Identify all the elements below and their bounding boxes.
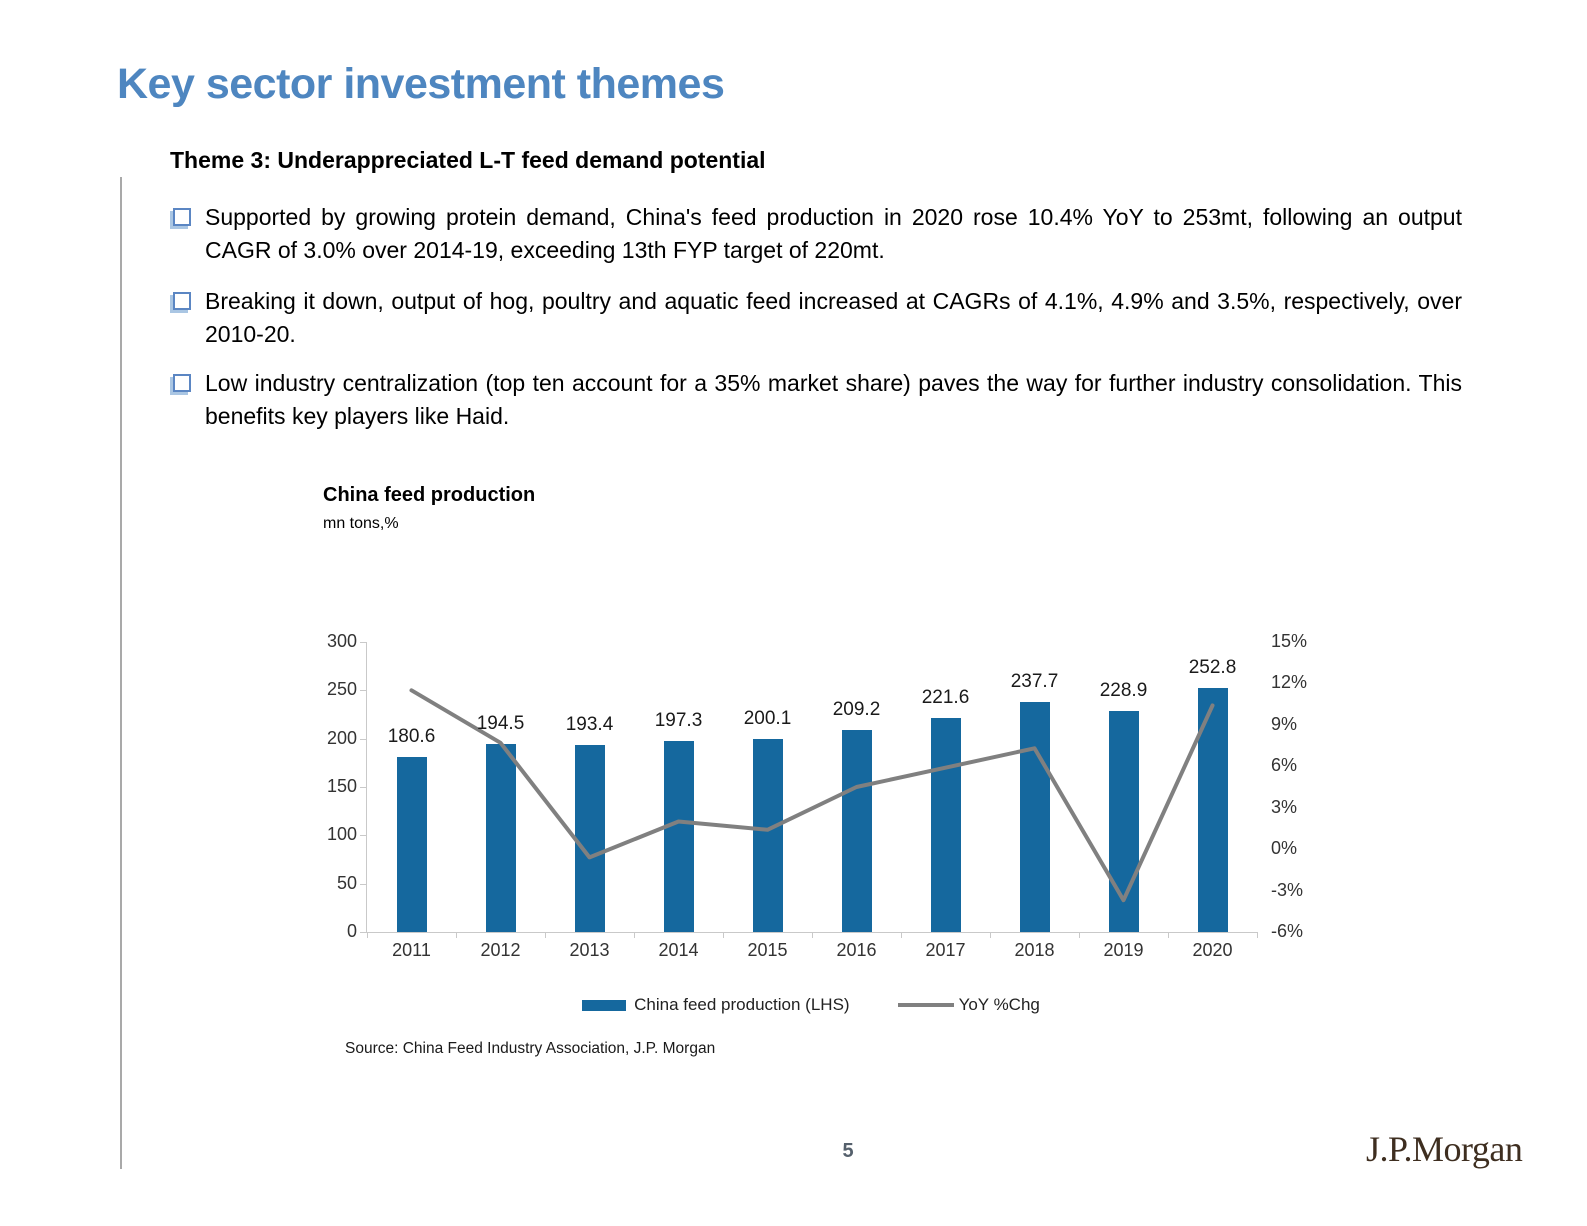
x-axis-label: 2016 (836, 940, 877, 960)
chart-unit-label: mn tons,% (323, 515, 399, 532)
x-axis-tick (456, 932, 457, 938)
right-axis-label: 15% (1271, 631, 1308, 651)
chart-plot-area: 180.6 194.5 193.4 197.3 200.1 209.2 221.6 237.7… (327, 631, 1307, 960)
left-axis-tick (360, 932, 367, 933)
bar-value-label: 193.4 (565, 714, 614, 735)
left-axis-label: 50 (336, 872, 357, 893)
right-axis-label: 12% (1271, 672, 1308, 693)
chart-title: China feed production (323, 484, 536, 506)
right-axis-label: -3% (1271, 879, 1304, 900)
bar-value-label: 194.5 (476, 713, 525, 734)
bullet-item: Breaking it down, output of hog, poultry… (170, 285, 1462, 351)
bar-2017 (930, 717, 961, 932)
left-axis-tick (360, 883, 367, 885)
legend-line-swatch (897, 1003, 954, 1007)
x-axis-label: 2015 (747, 940, 788, 960)
bar-value-label: 180.6 (387, 726, 436, 748)
bar-value-label: 237.7 (1010, 671, 1059, 693)
legend-item-line: YoY %Chg (897, 995, 1040, 1015)
bar-value-label: 228.9 (1099, 679, 1148, 701)
x-axis-tick (901, 932, 902, 938)
bullet-text: Breaking it down, output of hog, poultry… (205, 288, 1462, 347)
yoy-line (409, 688, 1215, 903)
left-axis-label: 200 (326, 727, 357, 748)
page-title: Key sector investment themes (117, 60, 725, 108)
bar-value-label: 200.1 (743, 707, 792, 729)
legend-item-bars: China feed production (LHS) (582, 995, 850, 1015)
bar-2016 (841, 729, 872, 932)
left-axis-label: 250 (326, 679, 357, 700)
left-axis-label: 0 (346, 921, 357, 941)
x-axis-tick (634, 932, 635, 938)
x-axis-tick (1168, 932, 1169, 938)
legend-bar-label: China feed production (LHS) (634, 995, 850, 1014)
bar-2015 (752, 738, 783, 932)
bullet-text: Low industry centralization (top ten acc… (205, 370, 1462, 429)
x-axis-label: 2019 (1103, 940, 1144, 960)
bar-2018 (1019, 702, 1050, 932)
x-axis-label: 2018 (1014, 940, 1055, 960)
x-axis-label: 2017 (925, 940, 966, 960)
right-axis-label: 9% (1271, 713, 1298, 734)
checkbox-bullet-icon (173, 374, 191, 392)
left-axis-tick (360, 642, 367, 643)
right-axis-label: 3% (1271, 796, 1298, 817)
bar-value-label: 209.2 (832, 698, 881, 720)
left-axis-label: 150 (326, 776, 357, 796)
x-axis-tick (545, 932, 546, 938)
x-axis-label: 2020 (1192, 940, 1233, 960)
theme-heading: Theme 3: Underappreciated L-T feed deman… (170, 147, 766, 173)
left-axis-tick (360, 690, 367, 692)
bullet-text: Supported by growing protein demand, Chi… (205, 204, 1462, 263)
bar-value-label: 197.3 (654, 710, 703, 732)
source-note: Source: China Feed Industry Association,… (345, 1040, 716, 1057)
bar-value-label: 221.6 (921, 686, 970, 708)
right-axis-label: -6% (1271, 921, 1304, 941)
bullet-item: Low industry centralization (top ten acc… (170, 367, 1462, 433)
x-axis-label: 2013 (569, 940, 610, 960)
x-axis-tick (1079, 932, 1080, 938)
yoy-line-chart (409, 688, 1215, 903)
x-axis-tick (990, 932, 991, 938)
legend-bar-swatch (582, 999, 627, 1011)
bar-2011 (396, 757, 427, 932)
legend-line-label: YoY %Chg (958, 995, 1040, 1014)
bar-2014 (663, 741, 694, 932)
x-axis-tick (723, 932, 724, 938)
bullet-item: Supported by growing protein demand, Chi… (170, 201, 1462, 267)
left-axis-label: 100 (326, 824, 357, 845)
chart-legend: China feed production (LHS) YoY %Chg (366, 995, 1256, 1015)
x-axis-label: 2012 (480, 940, 521, 960)
left-axis-tick (360, 835, 367, 837)
x-axis-label: 2014 (658, 940, 699, 960)
x-axis-label: 2011 (392, 940, 431, 960)
bar-value-label: 252.8 (1188, 656, 1237, 678)
bar-2019 (1108, 710, 1139, 932)
checkbox-bullet-icon (173, 208, 191, 226)
left-axis-tick (360, 787, 367, 788)
left-margin-rule (120, 177, 122, 1169)
left-axis-tick (360, 738, 367, 740)
x-axis-tick (812, 932, 813, 938)
right-axis-label: 6% (1271, 755, 1298, 776)
bar-2012 (485, 744, 516, 932)
left-axis-label: 300 (326, 631, 357, 651)
checkbox-bullet-icon (173, 292, 191, 310)
x-axis-tick (1257, 932, 1258, 938)
page-number: 5 (842, 1140, 854, 1162)
bar-2013 (574, 745, 605, 932)
right-axis-label: 0% (1271, 838, 1298, 859)
jpmorgan-logo: J.P.Morgan (1366, 1129, 1523, 1169)
x-axis-tick (367, 932, 368, 938)
